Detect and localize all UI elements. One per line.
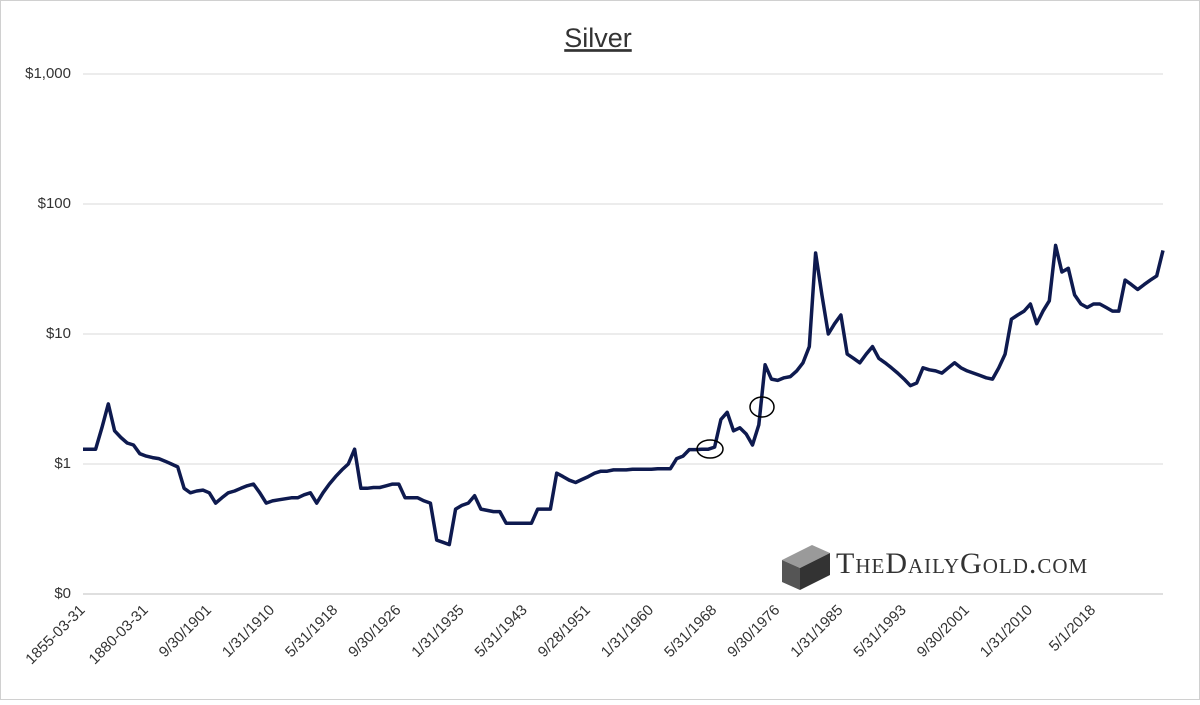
logo: TheDailyGold.com <box>782 545 1088 590</box>
logo-icon <box>800 553 830 590</box>
series-line <box>83 243 1165 547</box>
chart-title: Silver <box>564 23 632 53</box>
logo-icon <box>782 560 800 590</box>
plot <box>83 243 1165 547</box>
y-tick-label: $10 <box>46 325 71 342</box>
y-tick-label: $100 <box>38 195 71 212</box>
logo-icon <box>782 545 830 568</box>
y-tick-label: $0 <box>54 585 71 602</box>
annotation-circle <box>749 396 775 418</box>
watermark: TheDailyGold.com <box>836 547 1088 580</box>
grid <box>83 73 1163 595</box>
y-tick-label: $1 <box>54 455 71 472</box>
y-tick-label: $1,000 <box>25 65 71 82</box>
annotation-circle <box>696 439 724 459</box>
